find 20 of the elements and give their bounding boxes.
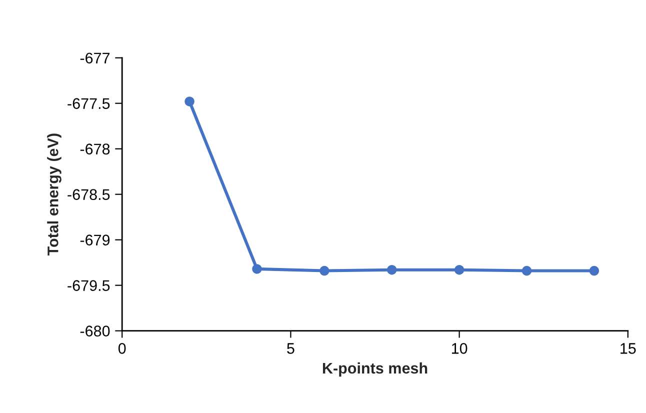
point <box>252 264 262 274</box>
point <box>320 266 330 276</box>
y-tick-label: -679.5 <box>68 280 110 291</box>
x-tick-label: 10 <box>452 343 468 354</box>
y-tick-label: -678 <box>80 144 110 155</box>
y-tick-label: -677.5 <box>68 98 110 110</box>
x-axis-title: K-points mesh <box>322 362 428 377</box>
point <box>589 266 600 276</box>
point <box>522 266 532 276</box>
x-tick-label: 15 <box>620 343 636 354</box>
y-tick-label: -677 <box>80 52 110 64</box>
y-tick-label: -678.5 <box>68 189 110 200</box>
x-tick-label: 0 <box>118 343 126 354</box>
point <box>387 264 397 275</box>
x-tick-label: 5 <box>287 343 294 354</box>
y-axis-title: Total energy (eV) <box>47 134 62 256</box>
y-tick-label: -679 <box>80 234 110 246</box>
y-tick-label: -680 <box>80 326 110 336</box>
point <box>184 96 194 106</box>
point <box>454 264 464 275</box>
